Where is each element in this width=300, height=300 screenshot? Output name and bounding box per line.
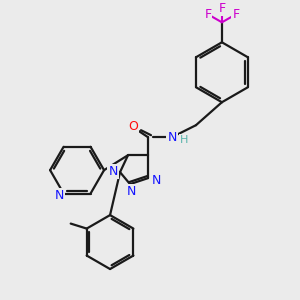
Text: N: N — [151, 174, 161, 187]
Text: N: N — [108, 165, 118, 178]
Text: N: N — [126, 184, 136, 198]
Text: N: N — [167, 131, 177, 144]
Text: O: O — [128, 120, 138, 133]
Text: F: F — [232, 8, 239, 21]
Text: N: N — [55, 189, 64, 202]
Text: H: H — [180, 135, 188, 145]
Text: F: F — [218, 2, 226, 15]
Text: F: F — [204, 8, 211, 21]
